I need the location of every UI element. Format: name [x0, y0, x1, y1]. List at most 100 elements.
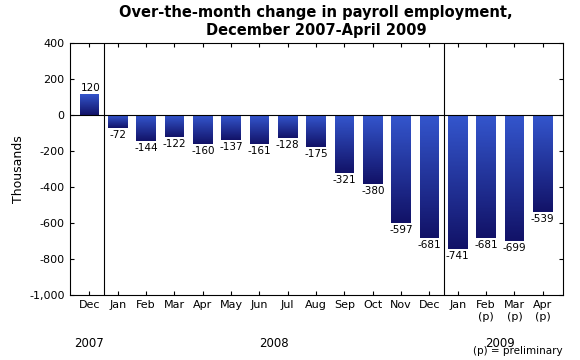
Bar [448, 203, 467, 204]
Bar [505, 136, 524, 138]
Bar [363, 167, 383, 168]
Bar [533, 141, 553, 142]
Bar [476, 147, 496, 148]
Bar [476, 212, 496, 213]
Bar [505, 143, 524, 144]
Bar [335, 123, 354, 124]
Bar [363, 141, 383, 142]
Bar [476, 181, 496, 183]
Bar [391, 217, 411, 219]
Bar [505, 131, 524, 133]
Bar [391, 216, 411, 217]
Bar [505, 152, 524, 153]
Bar [533, 206, 553, 207]
Bar [391, 173, 411, 174]
Bar [391, 156, 411, 157]
Bar [335, 138, 354, 139]
Bar [448, 197, 467, 198]
Text: 120: 120 [81, 83, 100, 93]
Bar [476, 146, 496, 147]
Bar [419, 215, 440, 216]
Bar [419, 122, 440, 124]
Bar [363, 165, 383, 166]
Bar [505, 219, 524, 220]
Bar [419, 125, 440, 126]
Bar [476, 225, 496, 227]
Bar [505, 150, 524, 152]
Text: -160: -160 [191, 146, 215, 156]
Bar [419, 141, 440, 142]
Text: -699: -699 [503, 243, 526, 253]
Bar [448, 240, 467, 242]
Bar [363, 162, 383, 163]
Bar [363, 175, 383, 176]
Bar [533, 166, 553, 167]
Text: -72: -72 [109, 130, 126, 140]
Bar [419, 157, 440, 158]
Bar [505, 199, 524, 201]
Bar [476, 213, 496, 215]
Bar [448, 167, 467, 168]
Bar [391, 219, 411, 220]
Bar [363, 168, 383, 169]
Bar [533, 181, 553, 182]
Bar [335, 148, 354, 149]
Bar [476, 132, 496, 134]
Bar [363, 121, 383, 122]
Text: 2008: 2008 [259, 337, 288, 350]
Bar [363, 166, 383, 167]
Bar [448, 154, 467, 155]
Bar [533, 199, 553, 201]
Bar [363, 147, 383, 148]
Bar [533, 150, 553, 151]
Bar [391, 200, 411, 201]
Bar [391, 199, 411, 200]
Bar [335, 152, 354, 153]
Bar [533, 155, 553, 156]
Bar [448, 162, 467, 163]
Bar [419, 145, 440, 146]
Bar [448, 214, 467, 215]
Text: 2007: 2007 [75, 337, 104, 350]
Bar [419, 212, 440, 213]
Bar [335, 167, 354, 168]
Bar [335, 168, 354, 169]
Bar [505, 194, 524, 196]
Bar [363, 181, 383, 182]
Bar [476, 173, 496, 174]
Bar [419, 168, 440, 169]
Bar [476, 164, 496, 166]
Bar [363, 169, 383, 170]
Bar [476, 126, 496, 127]
Bar [476, 178, 496, 179]
Bar [391, 138, 411, 139]
Bar [476, 218, 496, 219]
Bar [505, 197, 524, 198]
Bar [335, 137, 354, 138]
Bar [476, 149, 496, 151]
Bar [533, 192, 553, 193]
Bar [391, 188, 411, 189]
Bar [419, 151, 440, 152]
Bar [505, 240, 524, 241]
Bar [419, 190, 440, 191]
Bar [476, 228, 496, 229]
Bar [419, 221, 440, 222]
Bar [448, 190, 467, 191]
Bar [363, 140, 383, 141]
Bar [476, 183, 496, 184]
Bar [505, 225, 524, 226]
Bar [476, 201, 496, 202]
Bar [335, 124, 354, 125]
Bar [505, 158, 524, 159]
Bar [391, 148, 411, 149]
Bar [419, 143, 440, 145]
Bar [363, 146, 383, 147]
Bar [335, 131, 354, 132]
Bar [448, 121, 467, 122]
Bar [476, 167, 496, 168]
Bar [363, 131, 383, 132]
Bar [448, 208, 467, 210]
Bar [533, 180, 553, 181]
Bar [533, 117, 553, 118]
